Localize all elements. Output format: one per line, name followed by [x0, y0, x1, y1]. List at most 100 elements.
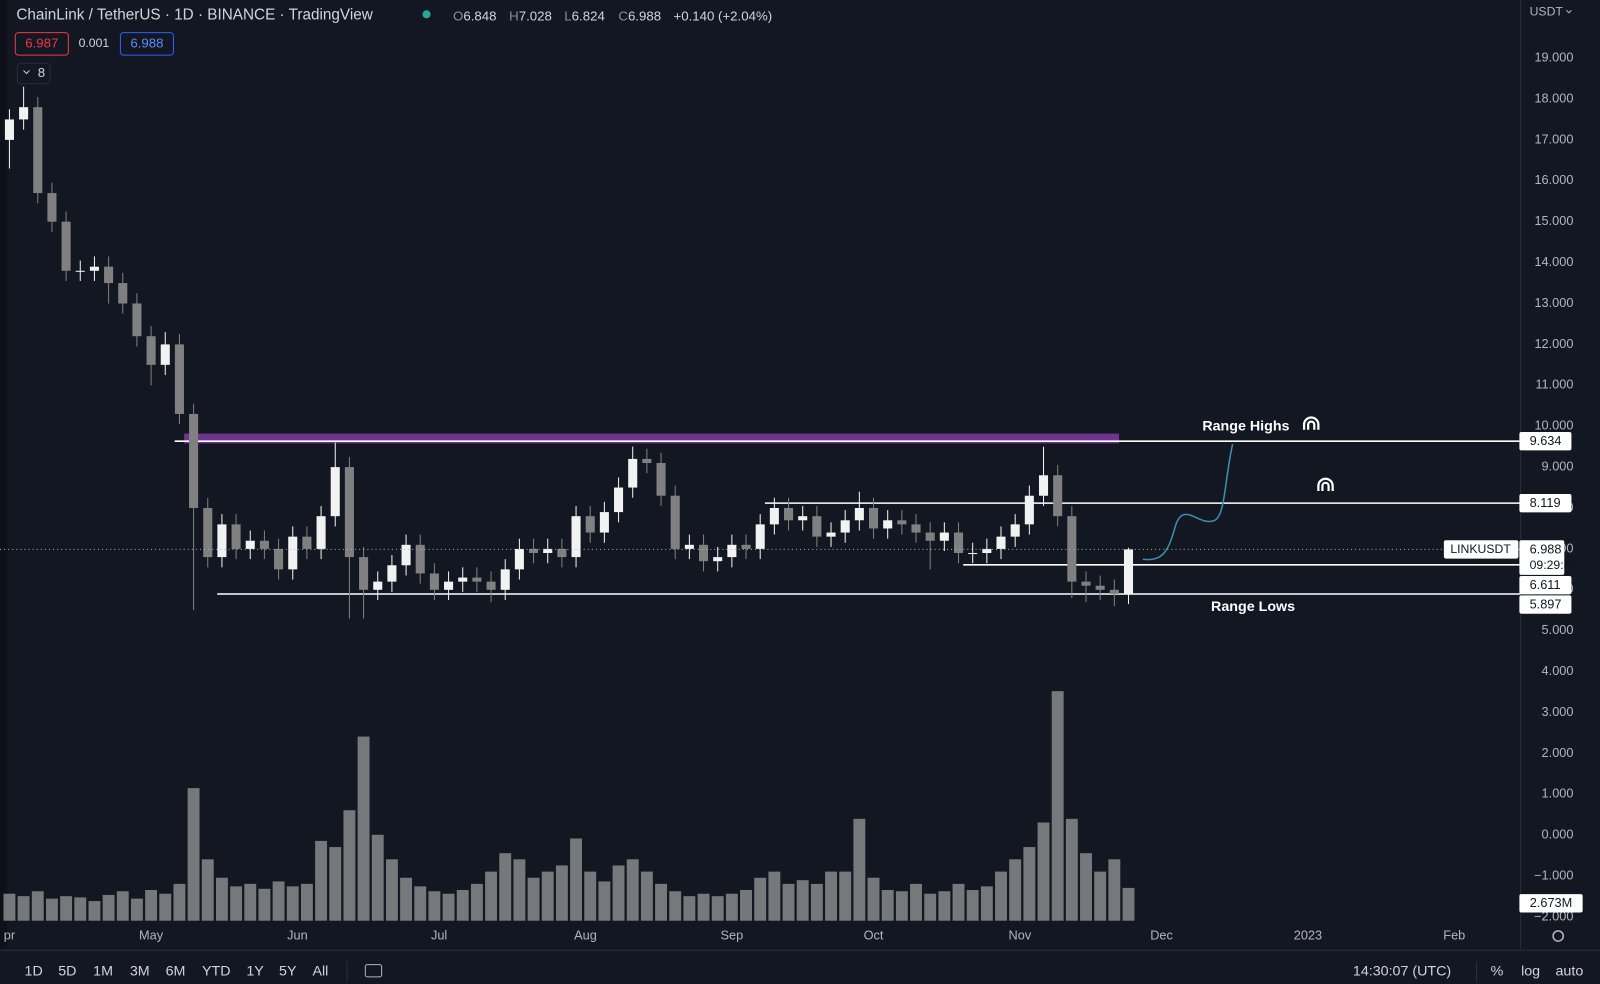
volume-bar: [1108, 859, 1121, 921]
range-button[interactable]: 1Y: [246, 964, 264, 980]
volume-bar: [725, 893, 738, 921]
y-tick-label: 19.000: [1534, 49, 1573, 64]
candle-body: [897, 520, 907, 525]
candle: [784, 497, 794, 531]
candle: [231, 514, 241, 560]
legend-value: 6.848: [463, 8, 496, 23]
indicators-count[interactable]: 8: [38, 65, 45, 80]
range-button[interactable]: 1D: [25, 964, 43, 980]
price-tag: [1519, 540, 1565, 575]
candle: [288, 526, 298, 580]
candle-body: [174, 344, 184, 414]
volume-bar: [1009, 859, 1022, 921]
candle-body: [996, 536, 1006, 549]
candle-body: [798, 516, 808, 521]
x-tick-label: Dec: [1150, 927, 1173, 942]
candle: [1081, 571, 1091, 603]
volume-bar: [187, 788, 200, 921]
volume-label: 2.673M: [1530, 895, 1573, 910]
candle-body: [4, 119, 14, 140]
log-toggle[interactable]: log: [1521, 964, 1540, 980]
volume-bar: [1065, 818, 1078, 921]
volume-bar: [215, 877, 228, 921]
left-toolbar-edge: [0, 0, 8, 950]
candle: [61, 211, 71, 281]
range-button[interactable]: 3M: [130, 964, 150, 980]
volume-bar: [825, 871, 837, 921]
volume-bar: [230, 886, 243, 921]
candle-body: [415, 544, 425, 574]
candle: [529, 538, 539, 564]
y-tick-label: 5.000: [1542, 622, 1574, 637]
currency-selector[interactable]: USDT: [1530, 4, 1564, 18]
projection-curve: [1142, 443, 1234, 561]
volume-bar: [938, 891, 951, 921]
volume-bar: [1094, 871, 1107, 921]
candle: [4, 109, 14, 169]
range-button[interactable]: 5Y: [279, 964, 297, 980]
candle-body: [118, 283, 128, 304]
range-button[interactable]: 5D: [58, 964, 76, 980]
indicators-toggle[interactable]: [16, 62, 51, 85]
legend-value: +0.140 (+2.04%): [673, 8, 772, 23]
volume-bar: [1023, 847, 1036, 921]
volume-bar: [400, 877, 413, 921]
volume-bar: [683, 896, 696, 921]
bid-price[interactable]: 6.987: [25, 35, 58, 50]
candle: [769, 497, 779, 535]
svg-text:L6.824: L6.824: [564, 8, 605, 23]
candle-body: [1081, 581, 1091, 586]
volume-bar: [1051, 691, 1064, 921]
candle-body: [741, 544, 751, 549]
current-price: 6.988: [1530, 541, 1562, 556]
candle-body: [47, 193, 57, 222]
legend-key: L: [564, 8, 571, 23]
volume-bar: [711, 896, 724, 921]
candle: [444, 571, 454, 601]
y-tick-label: 14.000: [1534, 254, 1573, 269]
range-button[interactable]: 1M: [93, 964, 113, 980]
candle: [557, 538, 567, 568]
candle-body: [684, 544, 694, 549]
volume-bar: [17, 896, 30, 921]
candle: [543, 538, 553, 564]
ask-price[interactable]: 6.988: [130, 35, 163, 50]
y-tick-label: 10.000: [1534, 418, 1573, 433]
volume-tag: [1519, 894, 1583, 913]
range-button[interactable]: YTD: [202, 964, 231, 980]
volume-bar: [456, 890, 469, 921]
volume-bar: [244, 883, 257, 921]
volume-bar: [768, 871, 781, 921]
candle-body: [911, 524, 921, 533]
countdown: 09:29:53: [1530, 558, 1578, 572]
candle: [160, 332, 170, 376]
candle: [146, 325, 156, 386]
settings-icon[interactable]: [1552, 930, 1565, 942]
candle: [1010, 514, 1020, 547]
candle: [713, 546, 723, 572]
y-tick-label: 17.000: [1534, 131, 1573, 146]
auto-toggle[interactable]: auto: [1556, 964, 1584, 980]
range-button[interactable]: All: [312, 964, 328, 980]
candle-body: [1053, 475, 1063, 517]
volume-bar: [952, 883, 965, 921]
volume-bar: [924, 893, 937, 921]
y-tick-label: 16.000: [1534, 172, 1573, 187]
sell-button[interactable]: [14, 32, 69, 56]
goto-date-icon[interactable]: [364, 964, 383, 978]
range-button[interactable]: 6M: [166, 964, 186, 980]
level-price: 8.119: [1530, 495, 1561, 510]
percent-toggle[interactable]: %: [1491, 964, 1504, 980]
candle: [174, 334, 184, 425]
svg-text:H7.028: H7.028: [509, 8, 552, 23]
buy-button[interactable]: [119, 32, 174, 56]
candle-body: [1109, 589, 1119, 594]
candle-body: [784, 508, 794, 521]
candle: [953, 522, 964, 564]
candle: [826, 522, 836, 547]
candle: [316, 505, 326, 560]
candle-body: [429, 573, 439, 590]
volume-bar: [116, 891, 129, 921]
volume-bar: [74, 897, 87, 921]
